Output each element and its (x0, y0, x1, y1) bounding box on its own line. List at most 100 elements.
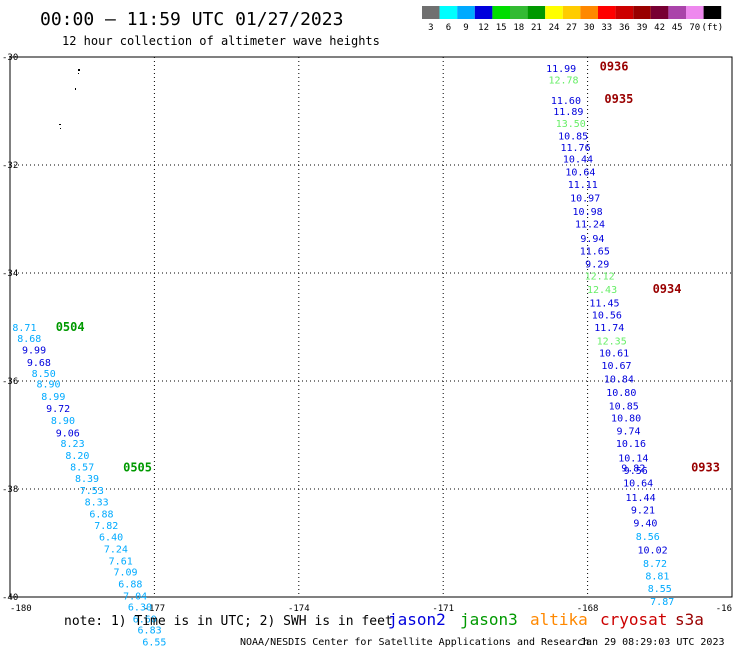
wave-height-label: 12.78 (548, 76, 578, 87)
scale-label: 70 (689, 23, 700, 33)
scale-swatch (439, 6, 458, 19)
wave-height-label: 10.85 (609, 401, 639, 412)
wave-height-label: 7.61 (109, 556, 133, 567)
x-tick-label: -16 (716, 604, 732, 614)
scale-label: 39 (637, 23, 648, 33)
wave-height-label: 11.65 (580, 246, 610, 257)
wave-height-label: 11.99 (546, 64, 576, 75)
wave-height-label: 9.68 (27, 358, 51, 369)
wave-height-label: 10.14 (618, 454, 648, 465)
scale-label: 45 (672, 23, 683, 33)
scale-swatch (510, 6, 528, 19)
wave-height-label: 10.02 (638, 545, 668, 556)
scale-label: 6 (446, 23, 451, 33)
wave-height-label: 11.11 (568, 180, 598, 191)
wave-height-label: 10.98 (573, 207, 603, 218)
scale-swatch (474, 6, 493, 19)
wave-height-label: 13.50 (556, 119, 586, 130)
wave-height-label: 8.56 (636, 532, 660, 543)
scale-label: 27 (566, 23, 577, 33)
y-tick-label: -30 (2, 53, 18, 63)
chart-subtitle: 12 hour collection of altimeter wave hei… (62, 34, 380, 48)
scale-label: 15 (496, 23, 507, 33)
wave-height-label: 10.56 (592, 311, 622, 322)
wave-height-label: 9.29 (585, 259, 609, 270)
wave-height-label: 10.80 (606, 388, 636, 399)
wave-height-label: 7.87 (650, 597, 674, 608)
wave-height-label: 12.43 (587, 285, 617, 296)
scale-label: 42 (654, 23, 665, 33)
wave-height-label: 7.53 (80, 486, 104, 497)
footer-note: note: 1) Time is in UTC; 2) SWH is in fe… (64, 614, 393, 629)
wave-height-label: 8.68 (17, 334, 41, 345)
wave-height-label: 12.35 (597, 337, 627, 348)
wave-height-label: 8.57 (70, 462, 94, 473)
wave-height-label: 10.67 (601, 361, 631, 372)
scale-swatch (562, 6, 581, 19)
wave-height-label: 7.04 (123, 591, 147, 602)
wave-height-label: 9.74 (616, 427, 640, 438)
wave-height-label: 7.09 (113, 568, 137, 579)
scale-label: 3 (428, 23, 433, 33)
wave-height-label: 8.50 (32, 369, 56, 380)
wave-height-label: 9.56 (624, 466, 648, 477)
y-tick-label: -38 (2, 485, 18, 495)
pass-time-label: 0504 (56, 320, 85, 334)
scale-label: 36 (619, 23, 630, 33)
pass-time-label: 0934 (653, 282, 682, 296)
scale-label: 21 (531, 23, 542, 33)
wave-height-label: 8.99 (41, 392, 65, 403)
scale-label: 33 (601, 23, 612, 33)
wave-height-label: 9.40 (633, 518, 657, 529)
wave-height-label: 8.90 (36, 380, 60, 391)
pass-time-label: 0936 (600, 60, 629, 74)
scale-swatch (422, 6, 440, 19)
wave-height-label: 10.80 (611, 414, 641, 425)
wave-height-label: 10.64 (623, 479, 653, 490)
wave-height-label: 8.90 (51, 416, 75, 427)
wave-height-label: 8.39 (75, 474, 99, 485)
wave-height-label: 11.89 (553, 107, 583, 118)
satellite-legend: jason2 jason3 altika cryosat s3a (388, 610, 704, 629)
grid-lines (10, 57, 732, 597)
satellite-legend-jason2: jason2 (388, 610, 446, 629)
wave-height-label: 10.61 (599, 348, 629, 359)
x-axis-ticks: -180 -177 -174 -171 -168 -16 (10, 604, 732, 614)
wave-height-label: 8.81 (645, 571, 669, 582)
wave-height-label: 6.40 (99, 533, 123, 544)
pass-time-label: 0935 (604, 92, 633, 106)
scale-swatch (686, 6, 704, 19)
wave-height-label: 6.30 (128, 603, 152, 614)
scale-label: 12 (478, 23, 489, 33)
y-tick-label: -36 (2, 377, 18, 387)
footer-credit: NOAA/NESDIS Center for Satellite Applica… (240, 637, 589, 648)
y-axis-ticks: -30 -32 -34 -36 -38 -40 (2, 53, 18, 603)
scale-label: 24 (549, 23, 560, 33)
scale-swatch (545, 6, 563, 19)
satellite-legend-cryosat: cryosat (600, 610, 667, 629)
wave-height-label: 8.72 (643, 559, 667, 570)
pass-time-label: 0933 (691, 460, 720, 474)
wave-height-label: 8.71 (12, 323, 36, 334)
wave-height-label: 10.16 (616, 439, 646, 450)
footer-timestamp: Jan 29 08:29:03 UTC 2023 (580, 637, 725, 648)
scale-swatch (457, 6, 475, 19)
color-scale-legend: 3 6 9 12 15 18 21 24 27 30 33 36 39 42 45 70 (ft) (422, 6, 723, 33)
wave-height-label: 9.99 (22, 346, 46, 357)
wave-height-values: 11.9912.7811.6011.8913.5010.8511.7610.44… (12, 64, 674, 648)
wave-height-label: 8.55 (648, 584, 672, 595)
chart-title: 00:00 — 11:59 UTC 01/27/2023 (40, 9, 343, 30)
scale-swatch (492, 6, 510, 19)
scale-swatch (633, 6, 651, 19)
y-tick-label: -34 (2, 269, 18, 279)
land-specks (59, 69, 80, 129)
wave-height-label: 9.72 (46, 404, 70, 415)
wave-height-label: 6.55 (142, 637, 166, 648)
wave-height-label: 6.88 (89, 509, 113, 520)
wave-height-label: 11.44 (625, 493, 655, 504)
y-tick-label: -32 (2, 161, 18, 171)
scale-swatch (650, 6, 669, 19)
y-tick-label: -40 (2, 593, 18, 603)
scale-label: 30 (584, 23, 595, 33)
